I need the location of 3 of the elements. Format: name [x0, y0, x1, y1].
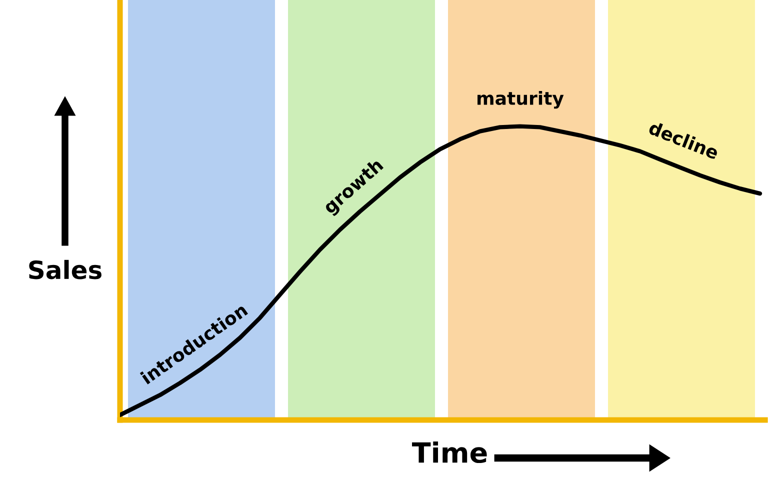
x-axis-title: Time	[412, 442, 487, 464]
y-axis-title: Sales	[29, 260, 102, 280]
text: maturity	[478, 91, 564, 109]
